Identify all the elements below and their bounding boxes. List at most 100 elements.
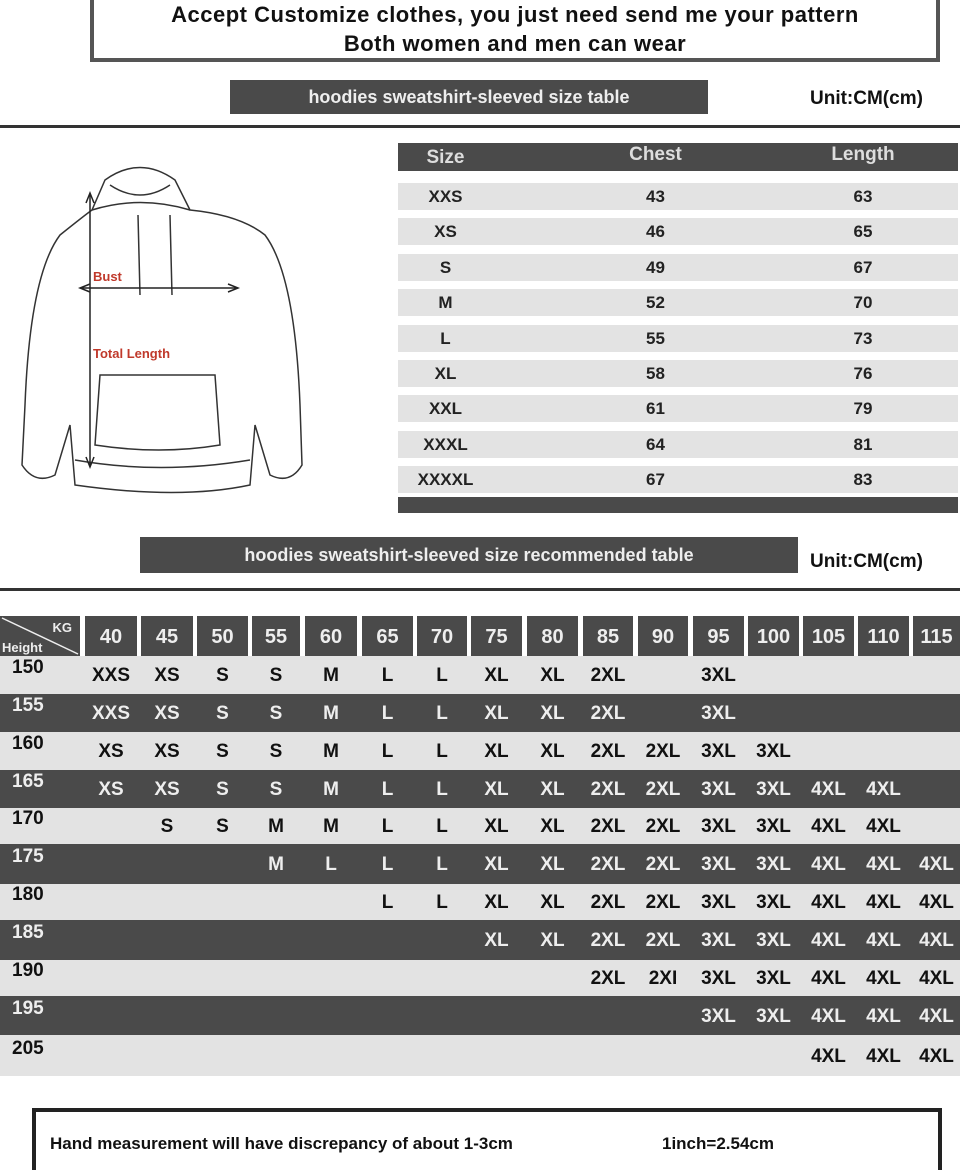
size-table-banner: hoodies sweatshirt-sleeved size table: [230, 80, 708, 114]
size-cell: L: [436, 703, 448, 724]
chest-cell: 49: [646, 257, 665, 277]
header-box: Accept Customize clothes, you just need …: [90, 0, 940, 62]
header-line2: Both women and men can wear: [343, 31, 687, 56]
size-cell: 3XL: [701, 854, 736, 875]
chest-cell: 58: [646, 364, 665, 383]
size-cell: L: [381, 741, 394, 762]
size-cell: S: [216, 665, 229, 686]
size-cell: L: [381, 665, 394, 686]
size-cell: 4XL: [811, 1045, 846, 1067]
recommend-row: 190 2XL 2XI 3XL 3XL 4XL 4XL 4XL: [0, 960, 960, 996]
total-length-label: Total Length: [93, 346, 171, 361]
size-cell: 3XL: [701, 930, 736, 951]
size-cell: 3XL: [756, 741, 791, 762]
size-cell: 2XL: [590, 703, 626, 724]
size-cell: 4XL: [866, 854, 901, 875]
size-row: L 55 73: [398, 324, 958, 352]
size-cell: 3XL: [756, 930, 791, 951]
weight-header: 80: [527, 616, 578, 656]
size-cell: 2XL: [645, 741, 681, 762]
size-cell: XL: [540, 892, 565, 913]
recommend-row: 170 S S M M L L XL XL 2XL 2XL 3XL 3XL 4XL 4XL: [0, 808, 960, 844]
size-cell: L: [381, 892, 394, 913]
size-cell: XL: [484, 741, 509, 762]
recommend-row: 155 XXS XS S S M L L XL XL 2XL 3XL: [0, 694, 960, 732]
size-cell: 4XL: [866, 1045, 901, 1067]
recommend-row: 150 XXS XS S S M L L XL XL 2XL 3XL: [0, 656, 960, 694]
size-cell: 2XL: [590, 665, 626, 686]
size-cell: 4XL: [866, 968, 901, 989]
height-cell: 205: [12, 1037, 44, 1059]
height-cell: 190: [12, 960, 44, 981]
size-cell: L: [436, 741, 448, 762]
size-cell: S: [216, 741, 229, 762]
length-cell: 63: [853, 187, 873, 206]
size-cell: XL: [484, 930, 509, 951]
size-cell: 3XL: [756, 816, 791, 837]
height-cell: 155: [12, 695, 44, 716]
size-table-header: Size Chest Length: [398, 143, 958, 171]
size-cell: XS: [434, 222, 457, 242]
size-cell: XS: [154, 703, 180, 724]
weight-header: 105: [803, 616, 854, 656]
size-cell: L: [436, 892, 448, 913]
height-cell: 150: [12, 657, 44, 678]
size-cell: XL: [540, 665, 565, 686]
size-cell: XS: [154, 779, 180, 800]
size-cell: XL: [540, 741, 565, 762]
weight-header: 75: [471, 616, 522, 656]
weight-header: 55: [252, 616, 300, 656]
size-cell: S: [216, 779, 229, 800]
chest-cell: 61: [646, 399, 665, 419]
size-table-footer-bar: [398, 497, 958, 513]
size-cell: 2XL: [645, 892, 681, 913]
weight-header: 85: [583, 616, 633, 656]
size-cell: 4XL: [811, 779, 846, 800]
size-cell: XL: [540, 854, 565, 875]
recommend-row: 175 M L L L XL XL 2XL 2XL 3XL 3XL 4XL 4XL 4XL: [0, 844, 960, 884]
size-cell: 4XL: [866, 816, 901, 837]
size-cell: S: [269, 703, 283, 724]
size-cell: 4XL: [811, 816, 846, 837]
size-cell: L: [381, 854, 394, 875]
size-cell: 2XL: [590, 930, 626, 951]
size-cell: XXS: [91, 703, 131, 724]
size-cell: 4XL: [919, 930, 954, 951]
recommend-table-banner: hoodies sweatshirt-sleeved size recommen…: [140, 537, 798, 573]
height-cell: 195: [12, 997, 44, 1019]
size-cell: XL: [434, 364, 457, 383]
length-cell: 67: [853, 257, 873, 277]
size-cell: 2XL: [645, 930, 681, 951]
weight-header: 115: [913, 616, 960, 656]
weight-header: 70: [417, 616, 467, 656]
size-cell: L: [381, 703, 394, 724]
size-cell: M: [323, 741, 339, 762]
size-cell: M: [268, 854, 284, 875]
size-cell: 4XL: [919, 1005, 954, 1027]
recommend-table-unit: Unit:CM(cm): [810, 551, 923, 572]
size-cell: XL: [484, 665, 509, 686]
size-cell: XXS: [91, 665, 131, 686]
recommend-row: 205 4XL 4XL 4XL: [0, 1035, 960, 1076]
recommend-row: 160 XS XS S S M L L XL XL 2XL 2XL 3XL 3XL: [0, 732, 960, 770]
size-cell: L: [436, 816, 448, 837]
size-cell: 4XL: [866, 1005, 901, 1027]
size-cell: XXXXL: [417, 470, 474, 490]
size-cell: 3XL: [756, 779, 791, 800]
size-row: XXXL 64 81: [398, 430, 958, 458]
size-cell: XL: [540, 816, 565, 837]
size-cell: L: [325, 854, 337, 875]
weight-header: 100: [748, 616, 799, 656]
height-cell: 185: [12, 922, 44, 943]
size-cell: 3XL: [756, 854, 791, 875]
size-cell: 4XL: [866, 892, 901, 913]
size-cell: 2XL: [590, 741, 626, 762]
size-cell: S: [269, 741, 283, 762]
recommend-row: 195 3XL 3XL 4XL 4XL 4XL: [0, 996, 960, 1035]
size-cell: XXXL: [423, 434, 468, 454]
size-cell: XS: [98, 779, 124, 800]
size-cell: XL: [540, 703, 565, 724]
size-row: XXS 43 63: [398, 183, 958, 210]
size-cell: S: [160, 816, 174, 837]
length-cell: 81: [853, 434, 873, 454]
